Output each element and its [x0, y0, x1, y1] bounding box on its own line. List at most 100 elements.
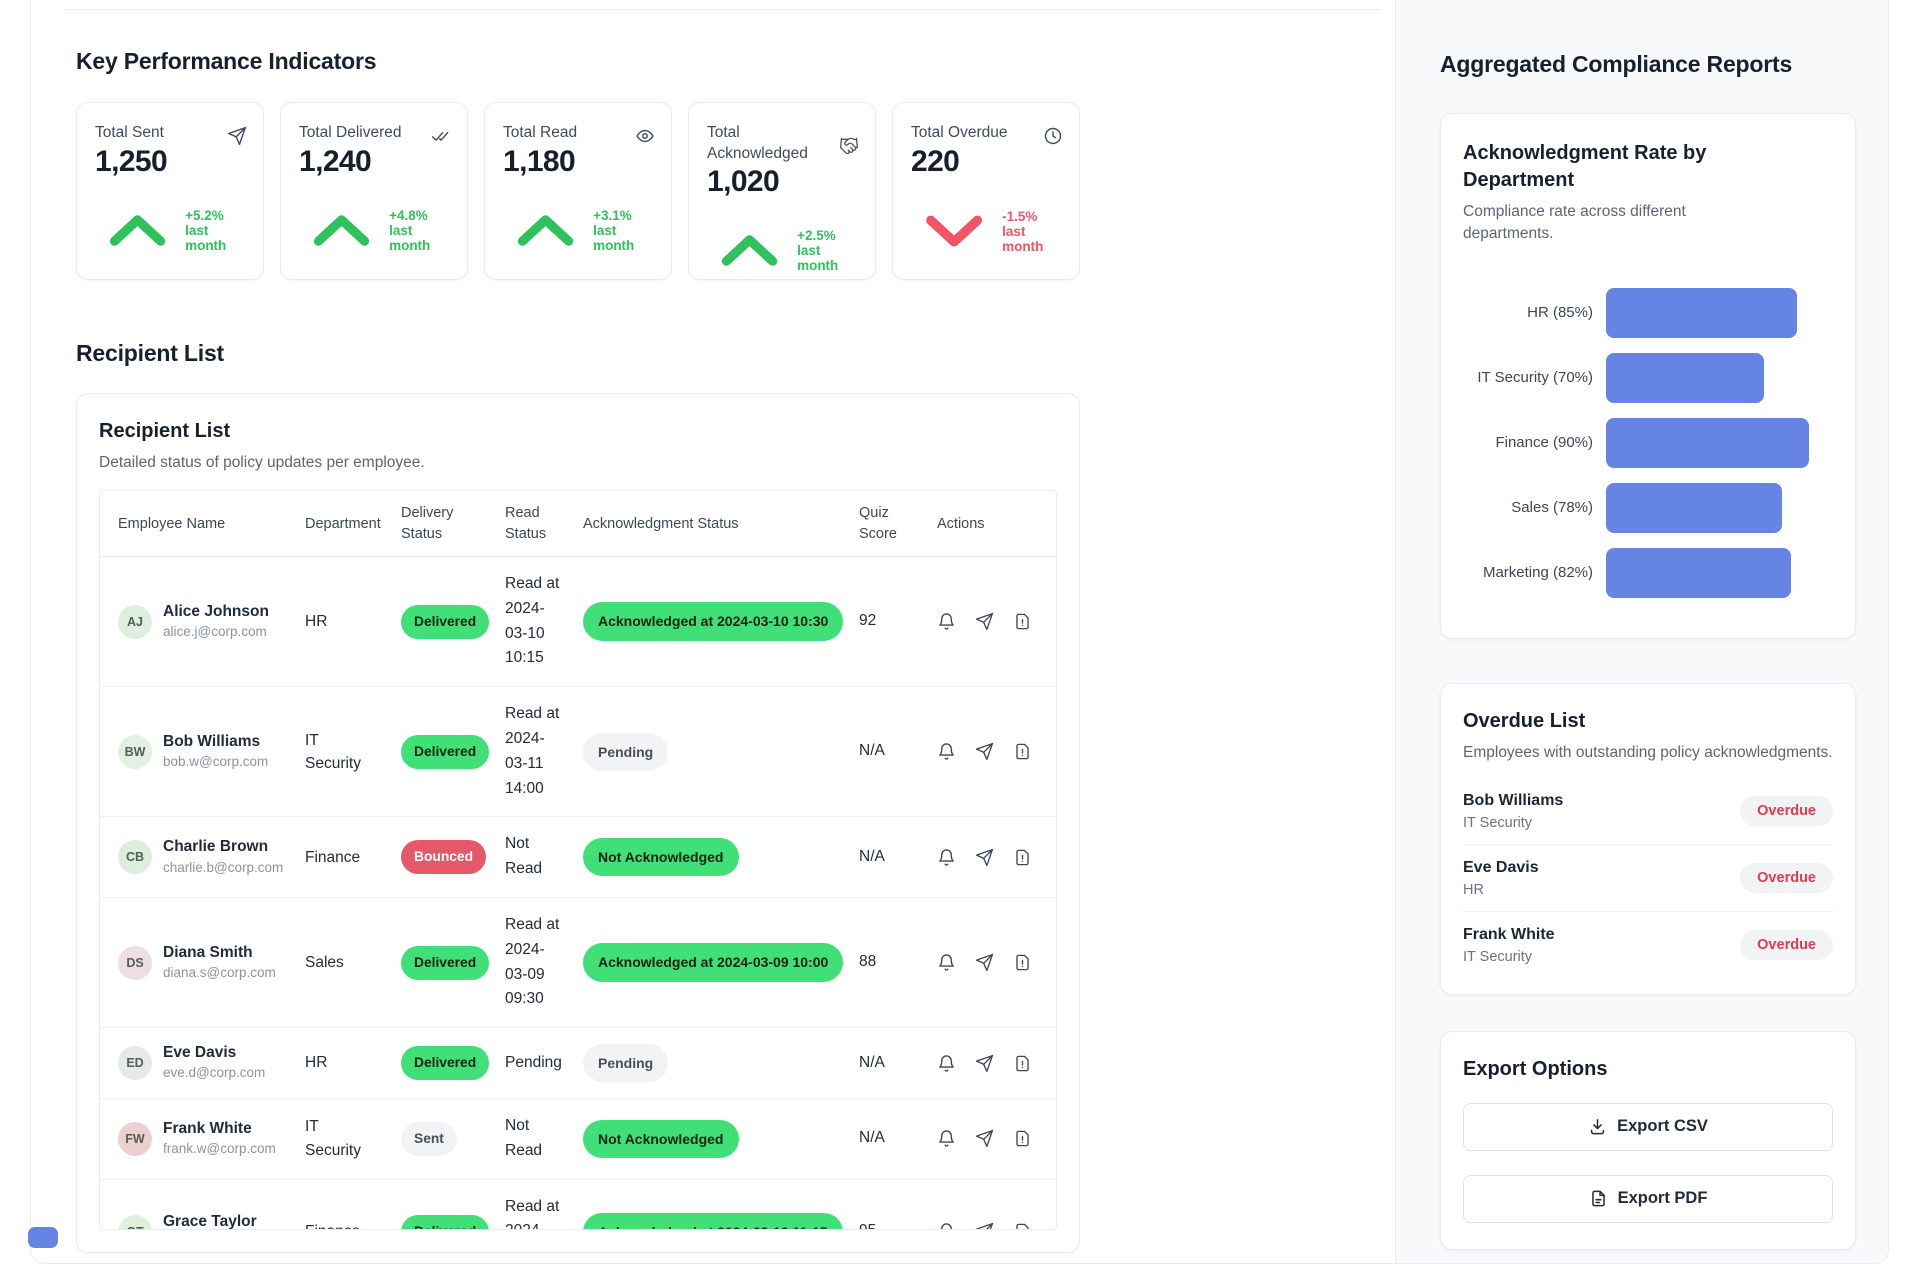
row-actions	[937, 742, 1046, 761]
read-status-value: Pending	[505, 1053, 562, 1071]
export-pdf-button[interactable]: Export PDF	[1463, 1174, 1833, 1223]
overdue-employee-department: IT Security	[1463, 815, 1533, 832]
send-reminder-button[interactable]	[937, 848, 956, 867]
kpi-card-total-overdue: Total Overdue 220 -1.5% last month	[892, 102, 1080, 280]
chart-card-subtitle: Compliance rate across different departm…	[1463, 203, 1686, 243]
send-reminder-button[interactable]	[937, 1222, 956, 1230]
send-reminder-button[interactable]	[937, 1054, 956, 1073]
employee-email: frank.w@corp.com	[163, 1141, 276, 1156]
report-button[interactable]	[1013, 953, 1032, 972]
kpi-card-header: Total Acknowledged	[707, 123, 859, 165]
employee-names: Grace Taylorgrace.t@corp.com	[163, 1212, 274, 1230]
send-reminder-button[interactable]	[937, 953, 956, 972]
table-row: CB Charlie Brown charlie.b@corp.com Finance…	[100, 816, 1056, 898]
employee: AJ Alice Johnson alice.j@corp.com	[118, 602, 285, 642]
chart-bar-area	[1606, 482, 1833, 533]
overdue-badge: Overdue	[1740, 863, 1833, 894]
column-header-acknowledgment-status: Acknowledgment Status	[573, 491, 849, 558]
send-reminder-button[interactable]	[937, 612, 956, 631]
report-button[interactable]	[1013, 1054, 1032, 1073]
column-header-department: Department	[295, 491, 391, 558]
department-bar-chart: HR (85%) IT Security (70%) Finance (90%) Sa…	[1463, 287, 1833, 598]
chart-bar-area	[1606, 352, 1833, 403]
actions-cell	[927, 897, 1056, 1028]
send-icon	[975, 1054, 994, 1073]
employee-names: Frank White frank.w@corp.com	[163, 1119, 276, 1159]
read-status-cell: Read at 2024-03-09 09:30	[495, 897, 573, 1028]
read-status-cell: Read at 2024-03-11 14:00	[495, 686, 573, 817]
avatar: BW	[118, 734, 152, 769]
chart-row: IT Security (70%)	[1463, 352, 1833, 403]
kpi-label: Total Delivered	[299, 124, 402, 141]
recipient-table: Employee Name Department Delivery Status Re…	[100, 491, 1056, 1230]
file-icon	[1589, 1189, 1608, 1208]
avatar: FW	[118, 1121, 152, 1156]
report-button[interactable]	[1013, 848, 1032, 867]
resend-button[interactable]	[975, 1054, 994, 1073]
department-value: IT Security	[305, 731, 361, 772]
overdue-list-card: Overdue List Employees with outstanding …	[1440, 682, 1856, 995]
table-header-row: Employee Name Department Delivery Status Re…	[100, 491, 1056, 558]
employee-email: charlie.b@corp.com	[163, 859, 284, 875]
overdue-card-subtitle: Employees with outstanding policy acknow…	[1463, 743, 1833, 761]
read-status-value: Read at 2024-03-12	[505, 1197, 560, 1230]
employee-name: Eve Davis	[163, 1044, 237, 1062]
send-reminder-button[interactable]	[937, 742, 956, 761]
department-cell: HR	[295, 557, 391, 687]
department-cell: Finance	[295, 1178, 391, 1230]
resend-button[interactable]	[975, 953, 994, 972]
delivery-status-cell: Delivered	[391, 1027, 495, 1099]
chart-category-label: Sales (78%)	[1511, 498, 1593, 516]
kpi-trend: +4.8% last month	[299, 188, 451, 273]
report-button[interactable]	[1013, 612, 1032, 631]
recipient-table-scroll-area[interactable]: Employee Name Department Delivery Status Re…	[99, 490, 1057, 1231]
quiz-score-cell: N/A	[849, 686, 927, 817]
acknowledgment-status-cell: Acknowledged at 2024-03-12 11:15	[573, 1178, 849, 1230]
report-button[interactable]	[1013, 742, 1032, 761]
actions-cell	[927, 1027, 1056, 1099]
kpi-trend-text: +2.5% last month	[797, 227, 839, 273]
file-alert-icon	[1013, 953, 1032, 972]
employee: BW Bob Williams bob.w@corp.com	[118, 732, 285, 772]
recipient-card-title: Recipient List	[99, 420, 231, 442]
send-reminder-button[interactable]	[937, 1129, 956, 1148]
department-cell: Sales	[295, 897, 391, 1028]
bell-icon	[937, 742, 956, 761]
avatar: CB	[118, 840, 152, 875]
delivery-status-cell: Delivered	[391, 557, 495, 687]
sidebar-title: Aggregated Compliance Reports	[1440, 51, 1793, 77]
resend-button[interactable]	[975, 848, 994, 867]
employee-cell: CB Charlie Brown charlie.b@corp.com	[100, 816, 295, 898]
header-divider	[63, 9, 1381, 10]
read-status-cell: Not Read	[495, 1097, 573, 1180]
employee: ED Eve Davis eve.d@corp.com	[118, 1043, 285, 1083]
read-status-cell: Pending	[495, 1027, 573, 1099]
kpi-card-header: Total Sent	[95, 123, 247, 146]
chart-row: Marketing (82%)	[1463, 547, 1833, 598]
recipient-list-card: Recipient List Detailed status of policy…	[76, 393, 1080, 1254]
export-csv-button[interactable]: Export CSV	[1463, 1102, 1833, 1151]
department-cell: HR	[295, 1027, 391, 1099]
kpi-card-header: Total Read	[503, 123, 655, 145]
resend-button[interactable]	[975, 742, 994, 761]
employee-cell: AJ Alice Johnson alice.j@corp.com	[100, 557, 295, 687]
resend-button[interactable]	[975, 612, 994, 631]
read-status-cell: Read at 2024-03-12	[495, 1178, 573, 1230]
department-value: Sales	[305, 954, 344, 971]
chart-category-label: Finance (90%)	[1495, 433, 1593, 451]
report-button[interactable]	[1013, 1222, 1032, 1230]
floating-action-fragment[interactable]	[28, 1227, 58, 1248]
caret-up-icon	[299, 188, 384, 273]
file-alert-icon	[1013, 1129, 1032, 1148]
chart-bar-area	[1606, 287, 1833, 338]
report-button[interactable]	[1013, 1129, 1032, 1148]
table-row: AJ Alice Johnson alice.j@corp.com HR Deliver…	[100, 557, 1056, 687]
resend-button[interactable]	[975, 1222, 994, 1230]
bell-icon	[937, 848, 956, 867]
row-actions	[937, 848, 1046, 867]
employee: FW Frank White frank.w@corp.com	[118, 1119, 285, 1159]
quiz-score-cell: N/A	[849, 1027, 927, 1099]
resend-button[interactable]	[975, 1129, 994, 1148]
employee-cell: DS Diana Smith diana.s@corp.com	[100, 897, 295, 1028]
kpi-trend-text: +4.8% last month	[389, 208, 431, 254]
